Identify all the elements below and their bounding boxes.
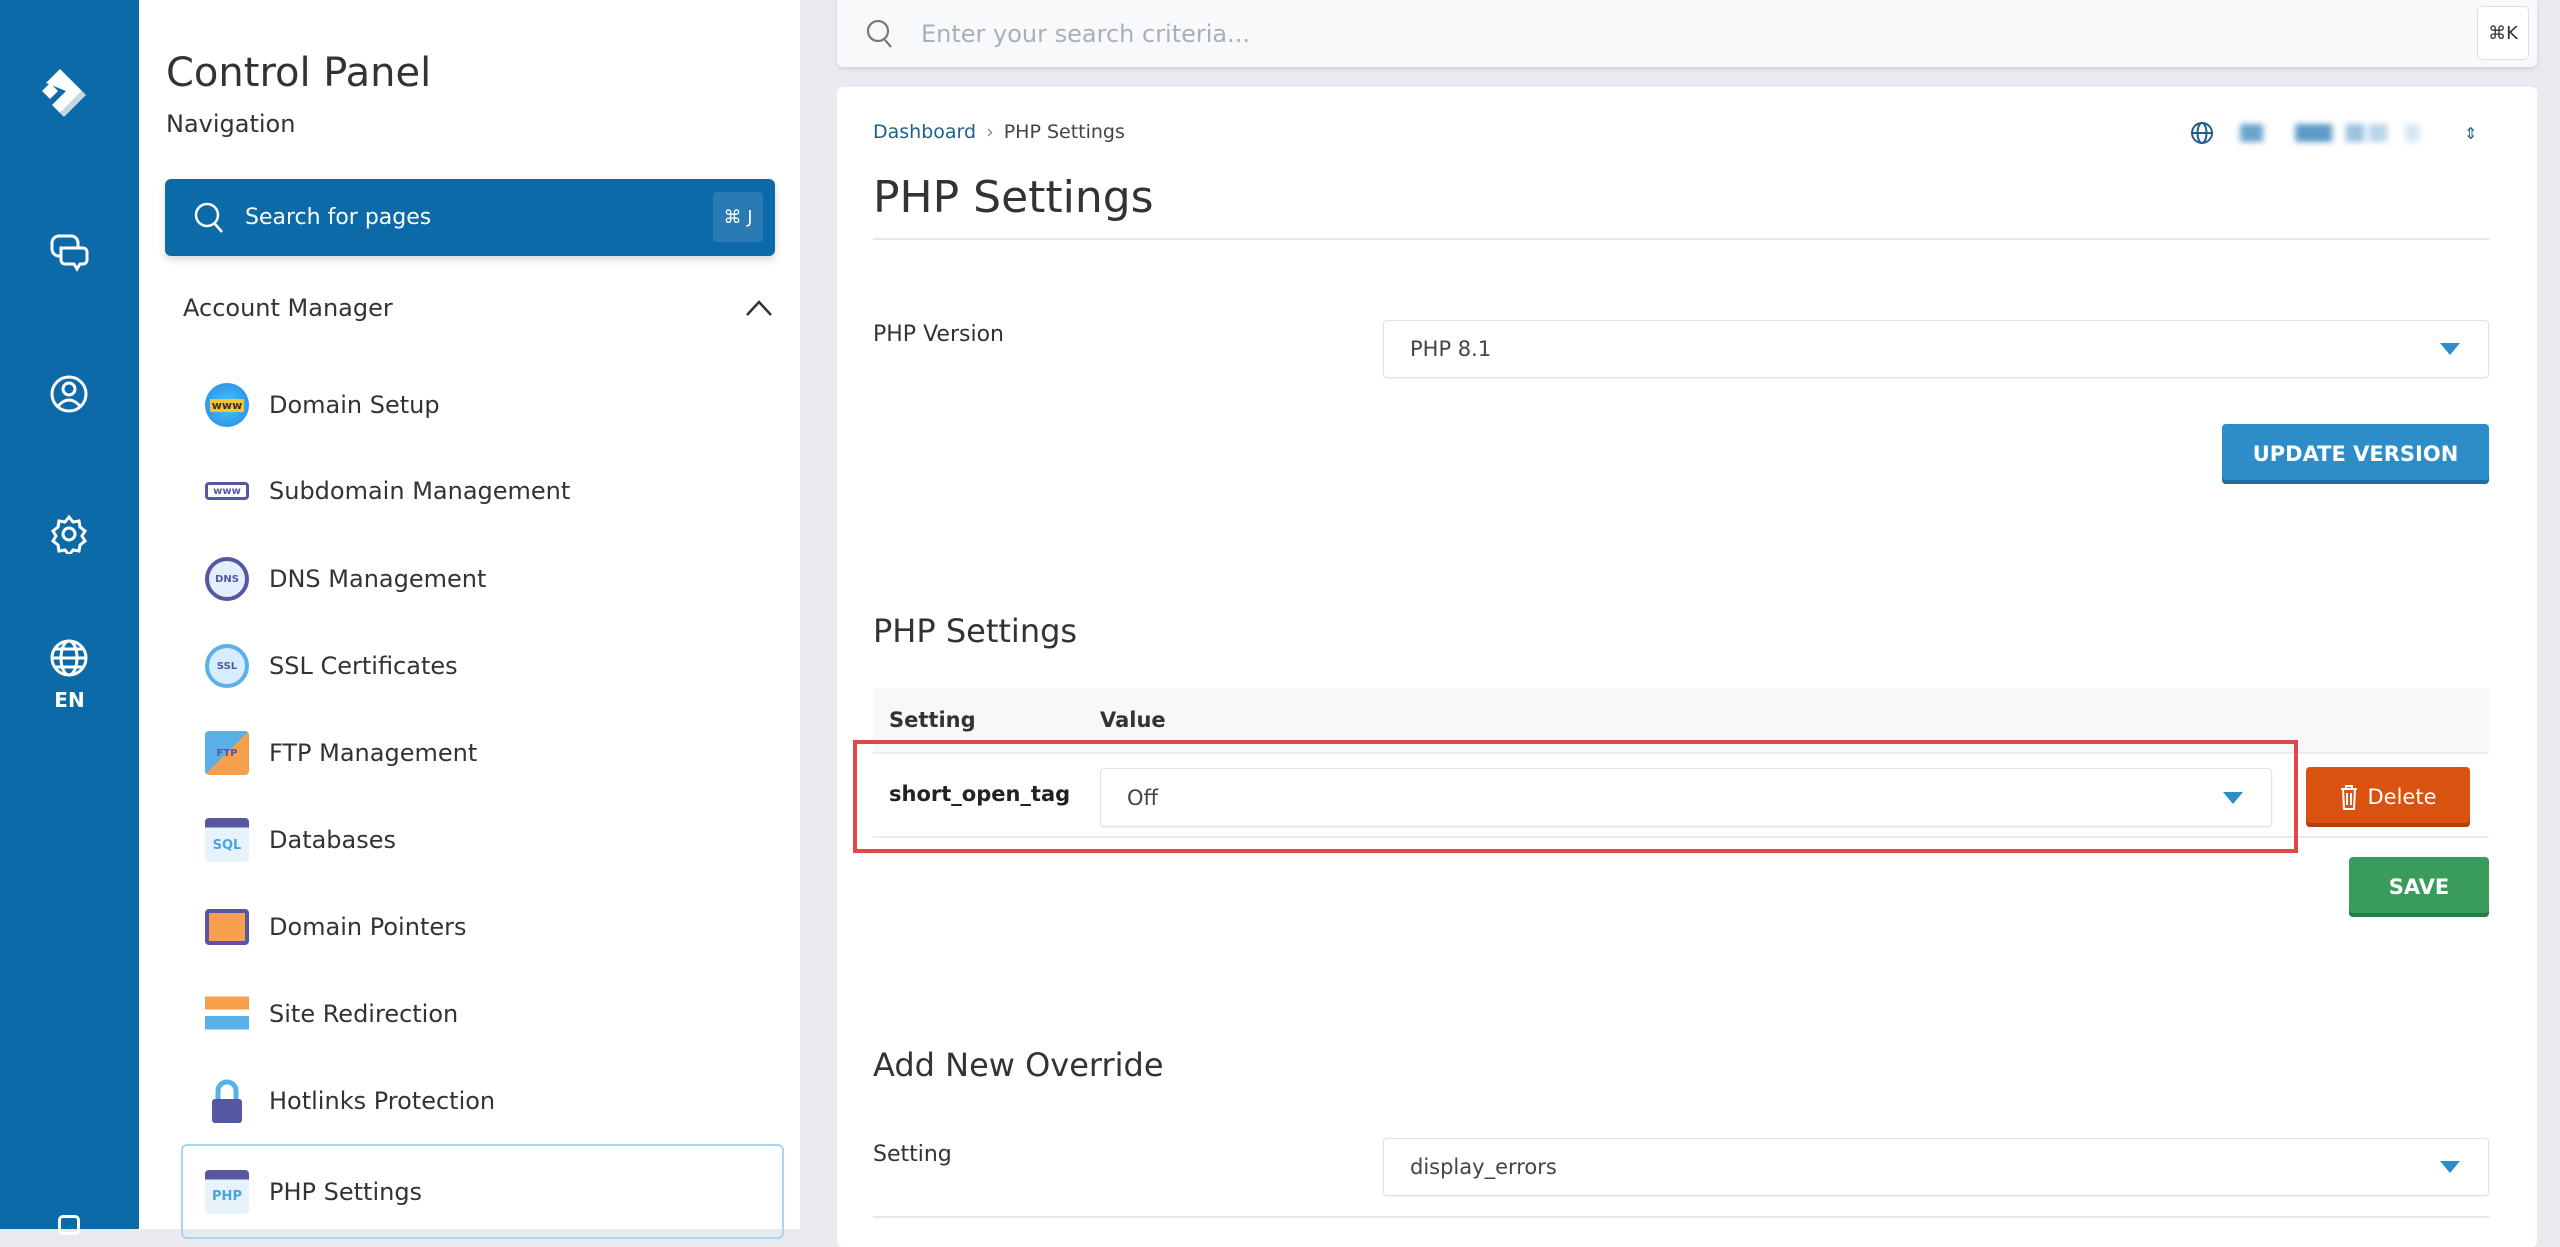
- save-button[interactable]: SAVE: [2349, 857, 2489, 917]
- search-placeholder: Enter your search criteria...: [921, 19, 1251, 48]
- nav-item-hotlinks-protection[interactable]: Hotlinks Protection: [181, 1061, 784, 1141]
- panel-title: Control Panel: [166, 50, 432, 96]
- nav-item-dns-management[interactable]: DNS DNS Management: [181, 539, 784, 619]
- php-version-select[interactable]: PHP 8.1: [1383, 320, 2489, 378]
- device-icon[interactable]: [58, 1215, 80, 1235]
- section-account-manager[interactable]: Account Manager: [183, 288, 773, 328]
- nav-item-site-redirection[interactable]: Site Redirection: [181, 974, 784, 1054]
- nav-item-databases[interactable]: SQL Databases: [181, 800, 784, 880]
- column-header-setting: Setting: [889, 708, 976, 732]
- select-value: display_errors: [1410, 1155, 1557, 1179]
- navigation-panel: Control Panel Navigation Search for page…: [139, 0, 800, 1239]
- nav-item-domain-setup[interactable]: www Domain Setup: [181, 365, 784, 445]
- select-value: PHP 8.1: [1410, 337, 1492, 361]
- domain-name-blurred: [2224, 124, 2454, 142]
- column-header-value: Value: [1100, 708, 1166, 732]
- php-version-label: PHP Version: [873, 322, 1004, 347]
- shortcut-badge: ⌘K: [2477, 6, 2529, 60]
- icon-rail: EN: [0, 0, 139, 1235]
- signpost-icon: [205, 992, 249, 1036]
- globe-icon[interactable]: [45, 634, 93, 682]
- chevron-updown-icon: ⇕: [2464, 123, 2478, 143]
- page-title: PHP Settings: [873, 172, 1154, 223]
- nav-item-ftp-management[interactable]: FTP FTP Management: [181, 713, 784, 793]
- search-icon: [866, 19, 892, 48]
- update-version-button[interactable]: UPDATE VERSION: [2222, 424, 2489, 484]
- ssl-badge-icon: SSL: [205, 644, 249, 688]
- nav-item-label: Domain Pointers: [269, 913, 467, 941]
- main-card: [837, 87, 2537, 1247]
- globe-icon: [2191, 122, 2213, 144]
- search-placeholder: Search for pages: [245, 205, 432, 230]
- section-label: Account Manager: [183, 294, 393, 322]
- nav-item-label: Subdomain Management: [269, 477, 571, 505]
- nav-item-php-settings[interactable]: PHP PHP Settings: [181, 1144, 784, 1239]
- select-value: Off: [1127, 785, 1158, 810]
- nav-item-label: Domain Setup: [269, 391, 440, 419]
- nav-item-label: FTP Management: [269, 739, 478, 767]
- chat-icon[interactable]: [45, 228, 93, 276]
- nav-item-label: Site Redirection: [269, 1000, 459, 1028]
- trash-icon: [2340, 785, 2357, 810]
- panel-subtitle: Navigation: [166, 110, 296, 138]
- breadcrumb-current: PHP Settings: [1003, 121, 1125, 143]
- divider: [873, 238, 2489, 240]
- chevron-up-icon: [746, 300, 772, 316]
- nav-item-label: PHP Settings: [269, 1177, 423, 1206]
- breadcrumb: Dashboard › PHP Settings: [873, 121, 1125, 143]
- language-label[interactable]: EN: [54, 688, 85, 712]
- gear-icon[interactable]: [45, 510, 93, 558]
- sql-icon: SQL: [205, 818, 249, 862]
- highlight-box: [853, 740, 2298, 853]
- ftp-folder-icon: FTP: [205, 731, 249, 775]
- logo-icon[interactable]: [38, 62, 98, 122]
- nav-item-subdomain-management[interactable]: www Subdomain Management: [181, 451, 784, 531]
- page-search-input[interactable]: Search for pages ⌘ J: [165, 179, 775, 256]
- nav-item-label: Hotlinks Protection: [269, 1087, 496, 1115]
- breadcrumb-separator: ›: [986, 121, 994, 143]
- override-setting-label: Setting: [873, 1142, 952, 1167]
- caret-down-icon: [2440, 343, 2460, 355]
- table-row: short_open_tag: [873, 752, 2489, 838]
- nav-item-domain-pointers[interactable]: Domain Pointers: [181, 887, 784, 967]
- monitor-icon: [205, 909, 249, 945]
- delete-label: Delete: [2367, 785, 2437, 809]
- domain-selector[interactable]: ⇕: [2190, 118, 2490, 148]
- setting-name: short_open_tag: [889, 782, 1071, 806]
- override-heading: Add New Override: [873, 1046, 1164, 1084]
- override-setting-select[interactable]: display_errors: [1383, 1138, 2489, 1196]
- www-globe-icon: www: [205, 383, 249, 427]
- lock-icon: [205, 1079, 249, 1123]
- global-search-input[interactable]: Enter your search criteria... ⌘K: [837, 0, 2537, 67]
- divider: [873, 1216, 2489, 1218]
- nav-item-ssl-certificates[interactable]: SSL SSL Certificates: [181, 626, 784, 706]
- nav-item-label: DNS Management: [269, 565, 487, 593]
- settings-heading: PHP Settings: [873, 612, 1078, 650]
- delete-button[interactable]: Delete: [2306, 767, 2470, 827]
- breadcrumb-dashboard[interactable]: Dashboard: [873, 121, 977, 143]
- nav-item-label: Databases: [269, 826, 397, 854]
- nav-item-label: SSL Certificates: [269, 652, 458, 680]
- dns-icon: DNS: [205, 557, 249, 601]
- caret-down-icon: [2223, 791, 2243, 804]
- subdomain-icon: www: [205, 482, 249, 500]
- shortcut-badge: ⌘ J: [713, 192, 763, 242]
- setting-value-select[interactable]: Off: [1100, 768, 2272, 827]
- php-icon: PHP: [205, 1169, 249, 1214]
- search-icon: [194, 202, 223, 233]
- user-icon[interactable]: [45, 370, 93, 418]
- caret-down-icon: [2440, 1161, 2460, 1173]
